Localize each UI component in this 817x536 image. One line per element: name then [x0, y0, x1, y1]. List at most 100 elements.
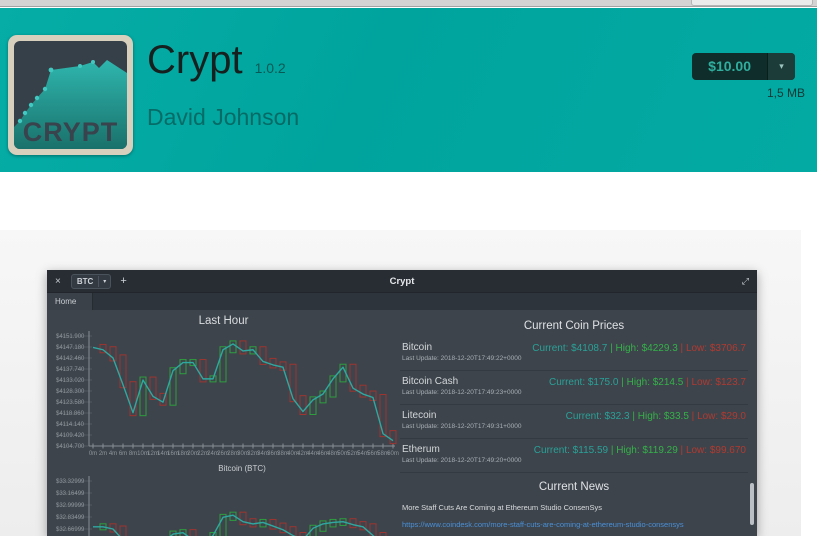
svg-text:16m: 16m	[167, 451, 179, 457]
svg-text:56m: 56m	[367, 451, 379, 457]
app-icon-label: CRYPT	[23, 117, 119, 147]
coin-last-update: Last Update: 2018-12-20T17:49:31+0000	[402, 423, 522, 430]
app-icon-inner: CRYPT	[14, 41, 127, 149]
app-version: 1.0.2	[254, 60, 286, 76]
coin-price-line: Current: $32.3 | High: $33.5 | Low: $29.…	[565, 411, 746, 422]
svg-text:$4147.180: $4147.180	[56, 345, 85, 351]
coin-price-line: Current: $175.0 | High: $214.5 | Low: $1…	[548, 377, 746, 388]
svg-text:$4128.300: $4128.300	[56, 389, 85, 395]
coin-price-row: Etherum Current: $115.59 | High: $119.29…	[400, 444, 748, 473]
caret-down-icon: ▾	[98, 275, 110, 287]
svg-text:54m: 54m	[357, 451, 369, 457]
app-screenshot: × BTC ▾ + Crypt ⤢ Home Last Hour $4151.9…	[47, 270, 757, 536]
svg-text:2m: 2m	[99, 451, 107, 457]
coin-price-row: Litecoin Current: $32.3 | High: $33.5 | …	[400, 410, 748, 439]
svg-text:10m: 10m	[137, 451, 149, 457]
svg-text:26m: 26m	[217, 451, 229, 457]
svg-text:38m: 38m	[277, 451, 289, 457]
svg-text:24m: 24m	[207, 451, 219, 457]
coin-selector-value: BTC	[76, 276, 94, 286]
svg-text:$4104.700: $4104.700	[56, 444, 85, 450]
coin-price-line: Current: $115.59 | High: $119.29 | Low: …	[533, 445, 746, 456]
svg-text:$32.83499: $32.83499	[56, 515, 85, 521]
coin-name: Bitcoin Cash	[402, 376, 459, 387]
svg-text:$33.32999: $33.32999	[56, 479, 85, 485]
prices-title: Current Coin Prices	[523, 320, 625, 332]
top-toolbar-edge	[0, 0, 817, 7]
svg-text:$32.99999: $32.99999	[56, 503, 85, 509]
svg-text:42m: 42m	[297, 451, 309, 457]
coin-selector-dropdown: BTC ▾	[70, 273, 112, 289]
price-button[interactable]: $10.00 ▾	[692, 53, 795, 80]
coin-name: Etherum	[402, 444, 440, 455]
price-dropdown-button[interactable]: ▾	[767, 53, 795, 80]
app-title-row: Crypt 1.0.2	[147, 38, 286, 83]
svg-text:8m: 8m	[129, 451, 137, 457]
litecoin-hour-chart: $33.32999 $33.16499 $32.99999 $32.83499 $32.…	[56, 476, 387, 536]
coin-price-line: Current: $4108.7 | High: $4229.3 | Low: …	[532, 343, 746, 354]
coin-last-update: Last Update: 2018-12-20T17:49:22+0000	[402, 355, 522, 362]
tab-home: Home	[47, 293, 93, 310]
coin-last-update: Last Update: 2018-12-20T17:49:23+0000	[402, 389, 522, 396]
svg-text:60m: 60m	[387, 451, 399, 457]
screenshot-titlebar: × BTC ▾ + Crypt ⤢	[47, 270, 757, 292]
svg-text:6m: 6m	[119, 451, 127, 457]
svg-text:$4109.420: $4109.420	[56, 433, 85, 439]
svg-text:28m: 28m	[227, 451, 239, 457]
add-tab-icon: +	[120, 275, 127, 287]
svg-text:14m: 14m	[157, 451, 169, 457]
news-headline: More Staff Cuts Are Coming at Ethereum S…	[402, 503, 602, 512]
screenshot-window-title: Crypt	[389, 275, 415, 287]
app-title: Crypt	[147, 38, 243, 82]
coin-name: Bitcoin	[402, 342, 433, 353]
svg-text:4m: 4m	[109, 451, 117, 457]
close-icon: ×	[55, 275, 61, 287]
svg-text:50m: 50m	[337, 451, 349, 457]
coin-name: Litecoin	[402, 410, 437, 421]
screenshot-container: × BTC ▾ + Crypt ⤢ Home Last Hour $4151.9…	[0, 230, 801, 536]
svg-text:48m: 48m	[327, 451, 339, 457]
coin-list: Bitcoin Current: $4108.7 | High: $4229.3…	[400, 342, 748, 473]
price-label: $10.00	[708, 58, 751, 74]
news-link: https://www.coindesk.com/more-staff-cuts…	[402, 520, 684, 529]
search-field-partial[interactable]	[691, 0, 813, 6]
download-size: 1,5 MB	[766, 86, 805, 100]
svg-text:$4151.900: $4151.900	[56, 334, 85, 340]
svg-text:58m: 58m	[377, 451, 389, 457]
coin-price-row: Bitcoin Current: $4108.7 | High: $4229.3…	[400, 342, 748, 371]
svg-text:Bitcoin (BTC): Bitcoin (BTC)	[218, 464, 266, 473]
chart-title: Last Hour	[198, 315, 249, 327]
svg-text:52m: 52m	[347, 451, 359, 457]
svg-text:22m: 22m	[197, 451, 209, 457]
svg-text:$4114.140: $4114.140	[56, 422, 85, 428]
svg-text:34m: 34m	[257, 451, 269, 457]
svg-text:$33.16499: $33.16499	[56, 491, 85, 497]
svg-text:$4118.860: $4118.860	[56, 411, 85, 417]
svg-text:$4142.460: $4142.460	[56, 356, 85, 362]
svg-text:30m: 30m	[237, 451, 249, 457]
svg-text:$4137.740: $4137.740	[56, 367, 85, 373]
svg-text:12m: 12m	[147, 451, 159, 457]
resize-icon: ⤢	[741, 275, 749, 286]
coin-last-update: Last Update: 2018-12-20T17:49:20+0000	[402, 457, 522, 464]
prices-panel: Current Coin Prices Bitcoin Current: $41…	[400, 310, 748, 529]
svg-text:$32.66999: $32.66999	[56, 527, 85, 533]
svg-text:36m: 36m	[267, 451, 279, 457]
caret-down-icon: ▾	[779, 61, 784, 71]
svg-text:$4123.580: $4123.580	[56, 400, 85, 406]
svg-text:44m: 44m	[307, 451, 319, 457]
bitcoin-hour-chart: $4151.900 $4147.180 $4142.460 $4137.740 $413…	[56, 331, 399, 473]
svg-text:0m: 0m	[89, 451, 97, 457]
app-banner-header: CRYPT Crypt 1.0.2 David Johnson $10.00 ▾ …	[0, 8, 817, 172]
screenshot-tabbar: Home	[47, 292, 757, 310]
svg-text:40m: 40m	[287, 451, 299, 457]
scrollbar-thumb	[750, 483, 754, 525]
svg-text:$4133.020: $4133.020	[56, 378, 85, 384]
svg-text:32m: 32m	[247, 451, 259, 457]
app-icon-chart-graphic: CRYPT	[14, 60, 127, 149]
app-icon: CRYPT	[8, 35, 133, 155]
coin-price-row: Bitcoin Cash Current: $175.0 | High: $21…	[400, 376, 748, 405]
svg-text:20m: 20m	[187, 451, 199, 457]
app-developer: David Johnson	[147, 104, 300, 130]
news-title: Current News	[538, 481, 610, 493]
